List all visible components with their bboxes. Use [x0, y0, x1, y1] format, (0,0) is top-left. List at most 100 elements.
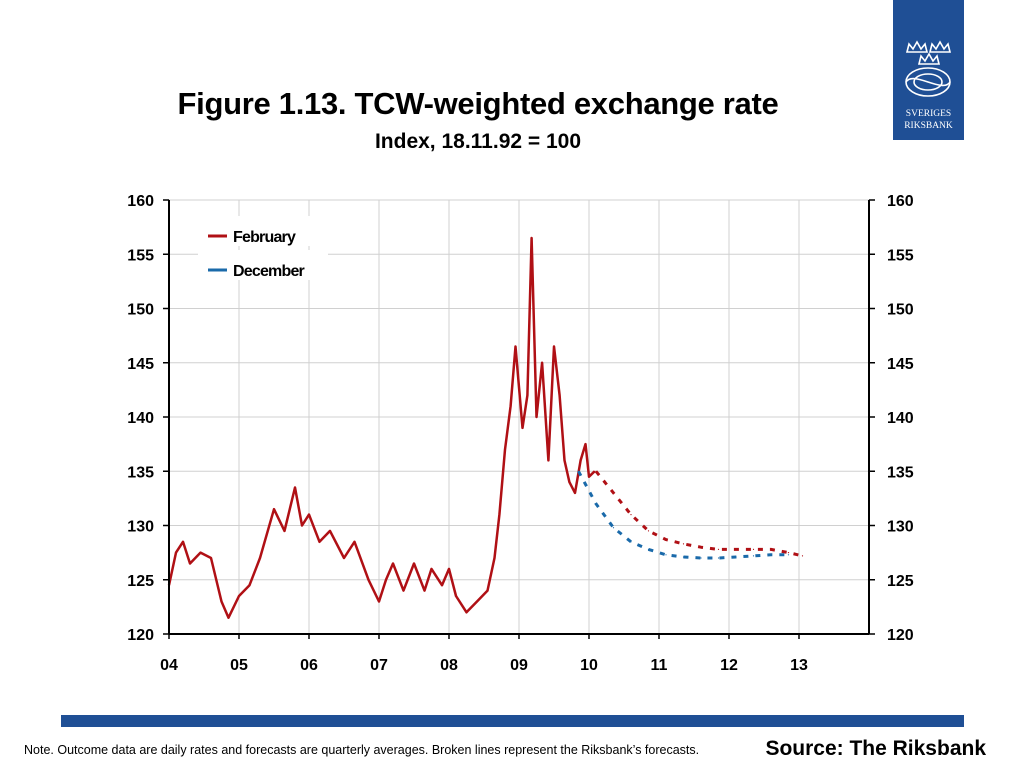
data-point-0 — [182, 541, 184, 543]
data-point-1 — [595, 470, 597, 472]
data-point-2 — [787, 554, 790, 556]
y-tick-label-right: 130 — [887, 519, 914, 536]
data-point-2 — [717, 557, 720, 559]
y-tick-label-left: 150 — [127, 302, 154, 319]
y-tick-label-right: 120 — [887, 627, 914, 644]
data-point-1 — [735, 548, 737, 551]
data-point-0 — [553, 345, 555, 348]
data-point-0 — [493, 557, 496, 559]
y-tick-label-left: 130 — [127, 519, 154, 536]
data-point-2 — [665, 554, 667, 556]
data-point-0 — [541, 362, 543, 364]
data-point-1 — [682, 543, 685, 545]
data-point-0 — [423, 590, 426, 592]
data-point-2 — [577, 470, 580, 472]
data-point-0 — [465, 611, 468, 613]
data-point-0 — [547, 459, 550, 461]
data-point-0 — [294, 486, 296, 489]
data-point-1 — [612, 492, 615, 494]
data-point-0 — [535, 416, 538, 418]
data-point-0 — [392, 562, 394, 565]
series-line-1 — [594, 470, 803, 558]
data-point-0 — [238, 595, 240, 597]
data-point-1 — [801, 555, 804, 557]
series-line-0 — [167, 236, 596, 619]
x-tick-label: 04 — [160, 657, 178, 674]
y-tick-label-right: 155 — [887, 247, 914, 264]
x-tick-label: 06 — [300, 657, 318, 674]
y-tick-label-right: 140 — [887, 410, 914, 427]
data-point-0 — [568, 481, 571, 483]
data-point-0 — [526, 394, 529, 396]
y-tick-label-left: 145 — [127, 356, 154, 373]
data-point-1 — [752, 548, 755, 551]
data-point-0 — [367, 579, 370, 581]
y-tick-label-left: 135 — [127, 464, 154, 481]
legend-bg — [198, 250, 328, 280]
data-point-0 — [430, 568, 433, 570]
data-point-2 — [682, 556, 685, 558]
data-point-0 — [385, 579, 387, 581]
data-point-1 — [717, 548, 720, 551]
y-tick-label-left: 160 — [127, 193, 154, 210]
series-layer — [167, 236, 804, 619]
chart-axes — [163, 199, 875, 639]
data-point-0 — [413, 562, 415, 565]
data-point-0 — [175, 552, 177, 554]
data-point-0 — [504, 449, 506, 451]
data-point-0 — [329, 530, 331, 532]
data-point-0 — [584, 443, 587, 445]
x-tick-label: 08 — [440, 657, 458, 674]
x-tick-label: 11 — [651, 657, 668, 674]
y-tick-label-left: 125 — [127, 573, 154, 590]
legend-bg — [198, 216, 328, 246]
data-point-0 — [273, 508, 275, 510]
data-point-0 — [559, 394, 561, 396]
data-point-1 — [770, 548, 772, 551]
data-point-0 — [498, 514, 500, 516]
y-tick-label-right: 150 — [887, 302, 914, 319]
logo-line2: RIKSBANK — [904, 121, 953, 131]
data-point-2 — [770, 554, 772, 556]
data-point-0 — [308, 514, 310, 516]
y-tick-label-left: 120 — [127, 627, 154, 644]
data-point-0 — [220, 600, 223, 603]
data-point-0 — [455, 595, 457, 597]
data-point-0 — [283, 530, 286, 532]
y-tick-label-right: 160 — [887, 193, 914, 210]
y-tick-label-left: 155 — [127, 247, 154, 264]
data-point-0 — [594, 470, 596, 472]
data-point-0 — [441, 584, 443, 586]
data-point-0 — [227, 617, 230, 619]
chart-legend: February December — [198, 216, 328, 280]
chart-title: Figure 1.13. TCW-weighted exchange rate — [177, 86, 779, 121]
data-point-0 — [588, 476, 590, 478]
data-point-0 — [259, 557, 261, 559]
x-tick-label: 13 — [790, 657, 808, 674]
footer-note: Note. Outcome data are daily rates and f… — [24, 743, 700, 757]
data-point-2 — [700, 557, 702, 559]
series-line-2 — [577, 470, 789, 560]
data-point-2 — [735, 556, 737, 558]
legend-label: February — [233, 229, 296, 246]
data-point-0 — [531, 237, 533, 239]
data-point-2 — [630, 541, 632, 543]
x-tick-label: 10 — [580, 657, 598, 674]
data-point-0 — [514, 345, 517, 348]
y-tick-label-right: 145 — [887, 356, 914, 373]
data-point-0 — [574, 492, 576, 494]
data-point-0 — [301, 524, 303, 527]
data-point-0 — [199, 552, 202, 554]
source-label: Source: The Riksbank — [765, 737, 986, 760]
data-point-1 — [665, 539, 667, 541]
logo-line1: SVERIGES — [906, 109, 951, 119]
footer-bar — [61, 715, 964, 727]
x-tick-label: 09 — [510, 657, 528, 674]
data-point-2 — [612, 527, 615, 529]
data-point-1 — [630, 514, 632, 516]
data-point-0 — [448, 568, 450, 570]
data-point-0 — [510, 405, 512, 407]
data-point-0 — [563, 459, 566, 461]
y-tick-label-right: 135 — [887, 464, 914, 481]
crowns-emblem-icon: SVERIGES RIKSBANK — [904, 40, 953, 131]
